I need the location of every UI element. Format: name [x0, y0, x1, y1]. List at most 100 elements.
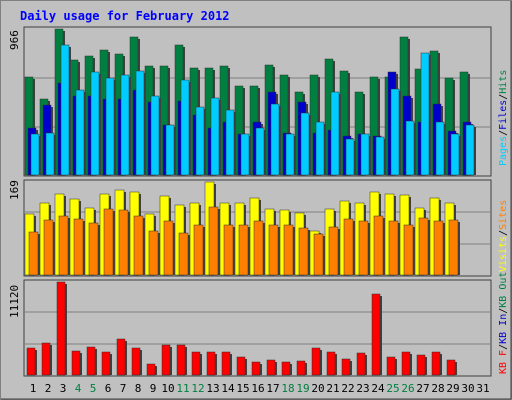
x-label-day-8: 8 — [135, 382, 142, 395]
bar-kbf-day-5 — [86, 346, 96, 376]
bar-sites-day-6 — [103, 208, 114, 276]
bar-pages-day-17 — [270, 103, 280, 176]
bar-kbf-day-6 — [101, 351, 111, 376]
bar-kbf-day-22 — [341, 358, 351, 376]
x-axis-day-labels: 1 2 3 4 5 6 7 8 9 10 11 12 13 14 15 16 17 18 19 20 21 22 23 24 2… — [30, 382, 490, 395]
x-label-day-5: 5 — [90, 382, 97, 395]
bar-pages-day-26 — [405, 120, 415, 176]
x-label-day-18: 18 — [281, 382, 294, 395]
bar-pages-day-27 — [420, 52, 430, 176]
bar-kbf-day-29 — [446, 359, 456, 376]
x-label-day-11: 11 — [176, 382, 189, 395]
x-label-day-21: 21 — [326, 382, 339, 395]
bar-sites-day-11 — [178, 232, 189, 276]
bar-pages-day-13 — [210, 97, 220, 176]
bar-sites-day-25 — [388, 220, 399, 276]
x-label-day-22: 22 — [341, 382, 354, 395]
top-panel-max-label: 966 — [8, 30, 21, 50]
bar-pages-day-2 — [45, 132, 55, 176]
bar-sites-day-9 — [148, 230, 159, 276]
bar-sites-day-10 — [163, 220, 174, 276]
bar-kbf-day-13 — [206, 351, 216, 376]
x-label-day-30: 30 — [461, 382, 474, 395]
bar-kbf-day-4 — [71, 350, 81, 376]
x-label-day-2: 2 — [45, 382, 52, 395]
bars-bottom-panel — [26, 281, 457, 376]
bar-sites-day-19 — [298, 227, 309, 276]
bar-sites-day-8 — [133, 215, 144, 276]
legend-separator: / — [498, 130, 509, 136]
bar-pages-day-23 — [360, 133, 370, 176]
bar-kbf-day-26 — [401, 351, 411, 376]
x-label-day-29: 29 — [446, 382, 459, 395]
chart-title: Daily usage for February 2012 — [20, 9, 230, 23]
bar-pages-day-1 — [30, 133, 40, 176]
bar-kbf-day-3 — [56, 281, 66, 376]
bar-pages-day-9 — [150, 95, 160, 176]
bar-pages-day-20 — [315, 121, 325, 176]
bar-pages-day-5 — [90, 71, 100, 176]
bar-kbf-day-12 — [191, 351, 201, 376]
bar-pages-day-28 — [435, 121, 445, 176]
bar-pages-day-21 — [330, 91, 340, 176]
legend-item-kb-in: KB In — [498, 314, 509, 344]
bar-sites-day-7 — [118, 209, 129, 276]
bars-top-panel — [24, 28, 476, 176]
bar-sites-day-12 — [193, 224, 204, 276]
x-label-day-6: 6 — [105, 382, 112, 395]
bar-kbf-day-19 — [296, 360, 306, 376]
x-label-day-12: 12 — [191, 382, 204, 395]
bar-kbf-day-8 — [131, 347, 141, 376]
bar-sites-day-14 — [223, 224, 234, 276]
bar-kbf-day-2 — [41, 342, 51, 376]
bar-sites-day-13 — [208, 206, 219, 276]
bar-sites-day-20 — [313, 233, 324, 276]
bar-pages-day-3 — [60, 44, 70, 176]
bar-kbf-day-24 — [371, 293, 381, 376]
bar-kbf-day-14 — [221, 351, 231, 376]
bar-pages-day-19 — [300, 112, 310, 176]
bar-pages-day-25 — [390, 88, 400, 176]
x-label-day-25: 25 — [386, 382, 399, 395]
bar-pages-day-24 — [375, 136, 385, 176]
bar-sites-day-4 — [73, 218, 84, 276]
bar-pages-day-14 — [225, 109, 235, 176]
x-label-day-28: 28 — [431, 382, 444, 395]
bar-kbf-day-23 — [356, 352, 366, 376]
x-label-day-9: 9 — [150, 382, 157, 395]
legend-separator: / — [498, 94, 509, 100]
bar-pages-day-29 — [450, 133, 460, 176]
bar-sites-day-29 — [448, 219, 459, 276]
legend-item-sites: Sites — [498, 200, 509, 230]
bar-kbf-day-27 — [416, 354, 426, 376]
x-label-day-23: 23 — [356, 382, 369, 395]
bar-kbf-day-16 — [251, 361, 261, 376]
bar-kbf-day-18 — [281, 361, 291, 376]
bar-sites-day-2 — [43, 219, 54, 276]
bar-sites-day-26 — [403, 224, 414, 276]
bar-pages-day-22 — [345, 138, 355, 176]
bar-pages-day-7 — [120, 74, 130, 176]
x-label-day-14: 14 — [221, 382, 235, 395]
bottom-panel-max-label: 11120 — [8, 285, 21, 318]
bar-sites-day-23 — [358, 220, 369, 276]
bar-sites-day-18 — [283, 224, 294, 276]
bar-pages-day-15 — [240, 133, 250, 176]
x-label-day-4: 4 — [75, 382, 82, 395]
bar-sites-day-1 — [28, 231, 39, 276]
legend-middle: Visits/Sites — [498, 200, 509, 272]
x-label-day-31: 31 — [476, 382, 489, 395]
bar-pages-day-11 — [180, 79, 190, 176]
x-label-day-7: 7 — [120, 382, 127, 395]
bar-sites-day-17 — [268, 224, 279, 276]
bar-pages-day-6 — [105, 77, 115, 176]
bars-middle-panel — [24, 181, 460, 276]
x-label-day-26: 26 — [401, 382, 414, 395]
bar-sites-day-27 — [418, 217, 429, 276]
bar-sites-day-24 — [373, 215, 384, 276]
bar-kbf-day-20 — [311, 347, 321, 376]
x-label-day-15: 15 — [236, 382, 249, 395]
x-label-day-19: 19 — [296, 382, 309, 395]
middle-panel-max-label: 169 — [8, 180, 21, 200]
